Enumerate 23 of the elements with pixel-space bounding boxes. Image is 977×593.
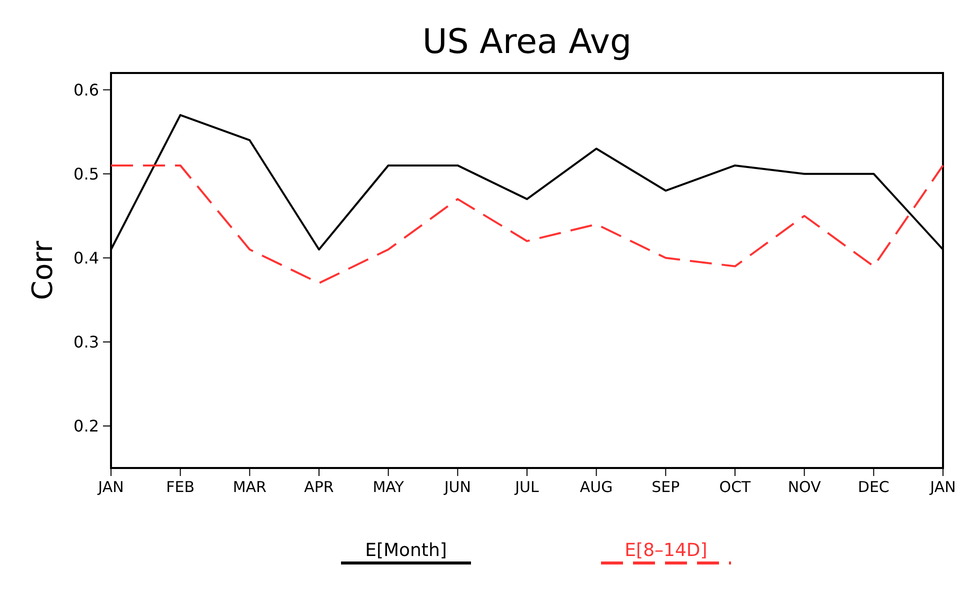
- x-tick-label: JAN: [929, 478, 956, 496]
- x-tick-label: APR: [304, 478, 334, 496]
- x-tick-label: NOV: [788, 478, 822, 496]
- y-tick-label: 0.6: [74, 80, 99, 100]
- chart-title: US Area Avg: [422, 22, 632, 62]
- x-tick-label: JAN: [97, 478, 124, 496]
- x-tick-label: JUL: [514, 478, 540, 496]
- x-tick-label: MAY: [372, 478, 405, 496]
- text: E[8–14D]: [624, 540, 708, 561]
- x-tick-label: MAR: [232, 478, 266, 496]
- x-tick-label: DEC: [858, 478, 890, 496]
- y-tick-label: 0.4: [74, 248, 99, 268]
- x-tick-label: AUG: [580, 478, 613, 496]
- x-tick-label: FEB: [166, 478, 195, 496]
- x-tick-label: SEP: [652, 478, 680, 496]
- y-tick-label: 0.2: [74, 416, 99, 436]
- x-tick-label: JUN: [443, 478, 471, 496]
- text: E[Month]: [365, 540, 447, 561]
- y-tick-label: 0.3: [74, 332, 99, 352]
- x-tick-label: OCT: [719, 478, 752, 496]
- y-tick-label: 0.5: [74, 164, 99, 184]
- line-series: [110, 164, 944, 284]
- y-axis-title: Corr: [26, 240, 59, 300]
